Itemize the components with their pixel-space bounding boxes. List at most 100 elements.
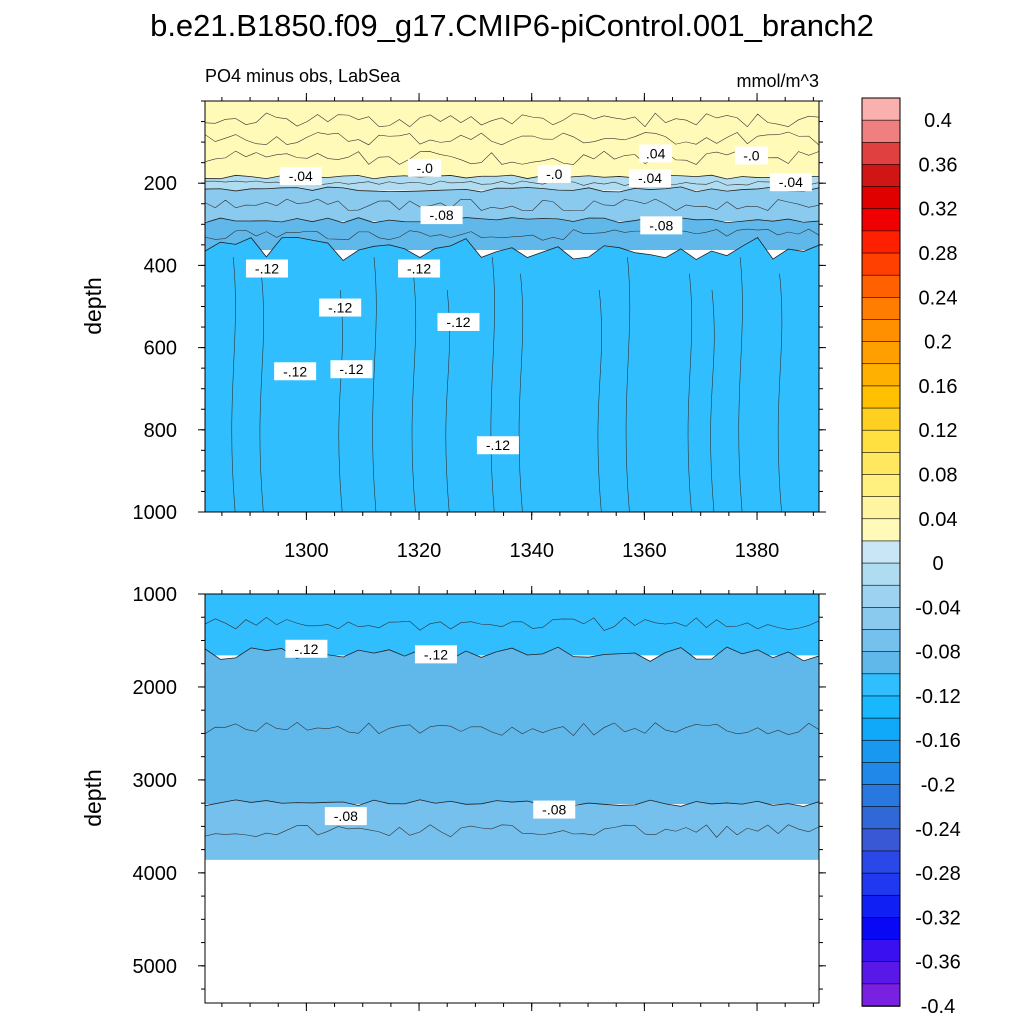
y-tick-label: 1000 bbox=[133, 502, 178, 524]
colorbar-label: -0.4 bbox=[921, 996, 955, 1018]
contour-line bbox=[338, 290, 343, 512]
contour-line bbox=[205, 616, 819, 631]
contour-label-text: -.12 bbox=[486, 437, 510, 453]
colorbar-swatch bbox=[861, 518, 901, 542]
x-tick-label: 1360 bbox=[622, 540, 667, 562]
x-tick-label: 1320 bbox=[397, 540, 442, 562]
colorbar-label: -0.28 bbox=[915, 863, 961, 885]
contour-line bbox=[738, 257, 743, 512]
contour-line bbox=[205, 236, 819, 262]
contour-label: -.12 bbox=[319, 298, 362, 317]
colorbar-swatch bbox=[861, 894, 901, 919]
colorbar-label: -0.16 bbox=[915, 730, 961, 752]
colorbar-swatch bbox=[861, 828, 901, 852]
contour-line bbox=[205, 131, 819, 146]
contour-label-text: -.08 bbox=[334, 808, 358, 824]
colorbar-swatch bbox=[861, 850, 901, 874]
top-contour-labels: .04 -.0 -.0 -.04 -.0 -.04 -.04 -.08 -.08 -.12 -.12… bbox=[245, 144, 812, 455]
bottom-contour-labels: -.12 -.12 -.08 -.08 bbox=[285, 639, 576, 826]
contour-label: -.12 bbox=[437, 312, 480, 331]
colorbar-swatch bbox=[861, 651, 901, 675]
colorbar-swatch bbox=[861, 562, 901, 587]
contour-label: -.12 bbox=[414, 645, 457, 664]
contour-line bbox=[710, 290, 715, 512]
colorbar-swatch bbox=[861, 141, 901, 166]
colorbar-swatch bbox=[861, 739, 901, 764]
colorbar-swatch bbox=[861, 607, 901, 631]
figure-title: b.e21.B1850.f09_g17.CMIP6-piControl.001_… bbox=[150, 8, 874, 43]
contour-line bbox=[259, 273, 264, 512]
contour-label-text: -.12 bbox=[328, 300, 352, 316]
contour-line bbox=[490, 257, 495, 512]
contour-label: -.0 bbox=[408, 158, 442, 177]
colorbar-swatch bbox=[861, 961, 901, 985]
contour-label-text: -.04 bbox=[638, 170, 662, 186]
colorbar-label: 0.4 bbox=[924, 110, 952, 132]
contour-label: -.12 bbox=[398, 259, 441, 278]
contour-line bbox=[205, 228, 819, 241]
colorbar-label: -0.24 bbox=[915, 819, 961, 841]
contour-label: -.08 bbox=[533, 800, 576, 819]
contour-label-text: -.12 bbox=[283, 363, 307, 379]
colorbar-swatch bbox=[861, 983, 901, 1007]
contour-line bbox=[372, 257, 377, 512]
colorbar-label: -0.36 bbox=[915, 952, 961, 974]
contour-line bbox=[597, 290, 602, 512]
y-tick-label: 5000 bbox=[133, 956, 178, 978]
colorbar-swatch bbox=[861, 407, 901, 431]
colorbar-swatch bbox=[861, 784, 901, 808]
bottom-ylabel: depth bbox=[80, 769, 106, 827]
colorbar-swatch bbox=[861, 917, 901, 941]
colorbar-swatch bbox=[861, 363, 901, 387]
contour-band bbox=[205, 799, 819, 860]
contour-label: -.12 bbox=[330, 360, 373, 379]
colorbar-swatch bbox=[861, 806, 901, 830]
y-tick-label: 600 bbox=[144, 338, 177, 360]
contour-label: -.04 bbox=[769, 173, 812, 192]
contour-line bbox=[205, 722, 819, 737]
colorbar: 0.4 0.36 0.32 0.28 0.24 0.2 0.16 0.12 0.08 0.04 0 -… bbox=[861, 97, 961, 1018]
contour-label: -.08 bbox=[324, 807, 367, 826]
colorbar-label: 0.08 bbox=[919, 464, 958, 486]
colorbar-swatch bbox=[861, 429, 901, 454]
contour-line bbox=[205, 799, 819, 807]
colorbar-swatch bbox=[861, 97, 901, 121]
colorbar-label: -0.08 bbox=[915, 642, 961, 664]
y-tick-label: 200 bbox=[144, 173, 177, 195]
bottom-panel: -.12 -.12 -.08 -.08 1000 2000 3000 4000 5000 de… bbox=[80, 584, 826, 1011]
x-tick-label: 1380 bbox=[735, 540, 780, 562]
colorbar-label: 0 bbox=[932, 553, 943, 575]
contour-label-text: -.12 bbox=[446, 314, 470, 330]
colorbar-swatch bbox=[861, 474, 901, 498]
colorbar-label: 0.04 bbox=[919, 509, 958, 531]
colorbar-swatch bbox=[861, 186, 901, 210]
contour-label-text: -.08 bbox=[649, 217, 673, 233]
colorbar-label: 0.12 bbox=[919, 420, 958, 442]
contour-line bbox=[205, 198, 819, 212]
y-tick-label: 400 bbox=[144, 255, 177, 277]
contour-line bbox=[205, 217, 819, 224]
colorbar-swatch bbox=[861, 717, 901, 742]
colorbar-swatch bbox=[861, 119, 901, 144]
colorbar-swatch bbox=[861, 872, 901, 897]
colorbar-label: 0.24 bbox=[919, 287, 958, 309]
colorbar-swatch bbox=[861, 274, 901, 299]
contour-label-text: -.12 bbox=[339, 361, 363, 377]
contour-label-text: .04 bbox=[646, 145, 666, 161]
contour-line bbox=[687, 273, 693, 512]
contour-label: -.08 bbox=[640, 216, 683, 235]
top-subtitle-left: PO4 minus obs, LabSea bbox=[205, 66, 401, 86]
colorbar-swatch bbox=[861, 540, 901, 564]
contour-line bbox=[777, 273, 783, 512]
top-contour-lines bbox=[205, 112, 819, 512]
y-tick-label: 800 bbox=[144, 420, 177, 442]
colorbar-swatch bbox=[861, 385, 901, 409]
contour-label: -.12 bbox=[274, 362, 317, 381]
colorbar-label: -0.32 bbox=[915, 907, 961, 929]
contour-line bbox=[625, 257, 631, 512]
x-tick-label: 1300 bbox=[284, 540, 329, 562]
colorbar-swatch bbox=[861, 762, 901, 786]
contour-band bbox=[205, 186, 819, 222]
colorbar-swatch bbox=[861, 452, 901, 476]
